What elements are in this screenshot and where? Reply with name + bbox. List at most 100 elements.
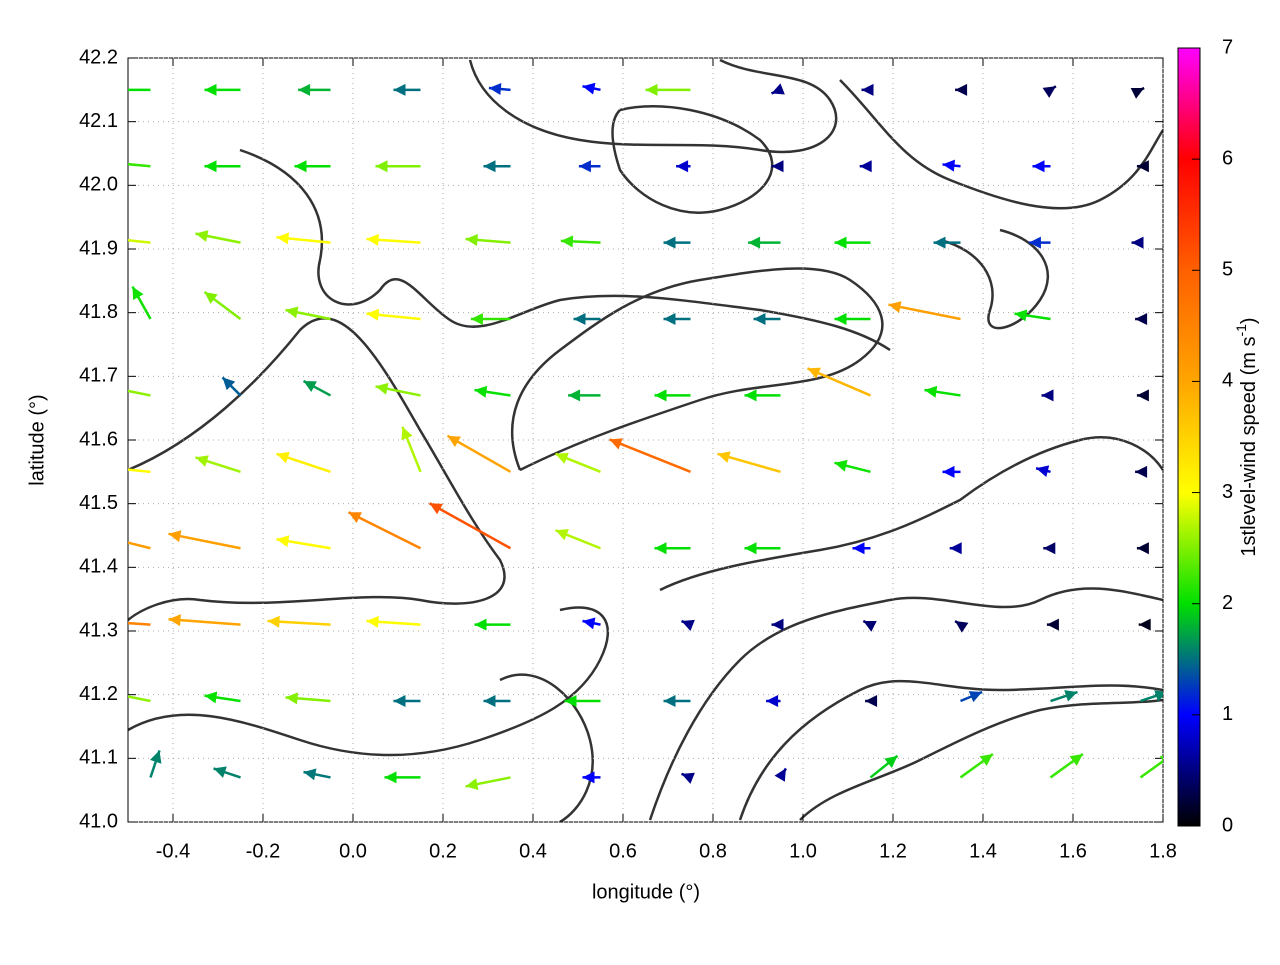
wind-vector <box>204 83 241 96</box>
vector-head <box>753 313 766 326</box>
vector-head <box>979 754 993 766</box>
vector-head <box>1014 309 1028 322</box>
x-tick-label: 0.0 <box>339 840 367 862</box>
vector-head <box>568 389 581 402</box>
x-tick-label: 1.0 <box>789 840 817 862</box>
vector-head <box>401 426 413 441</box>
vector-head <box>213 766 227 778</box>
wind-vector <box>465 234 511 246</box>
vector-head <box>555 529 569 541</box>
wind-vector <box>384 771 421 784</box>
vector-head <box>285 306 299 319</box>
contour <box>738 679 1163 821</box>
wind-vector <box>555 529 601 550</box>
wind-vector <box>366 615 421 628</box>
vector-head <box>393 695 406 708</box>
vector-head <box>888 301 902 313</box>
vector-head <box>1136 160 1149 173</box>
contour <box>799 698 1163 821</box>
wind-vector <box>1136 160 1149 173</box>
vector-head <box>483 695 496 708</box>
vector-head <box>663 236 676 249</box>
wind-vector <box>1043 542 1056 555</box>
vector-shaft <box>128 162 151 168</box>
vector-head <box>771 618 784 631</box>
wind-vector <box>428 502 512 550</box>
colorbar-tick-label: 1 <box>1222 703 1233 725</box>
vector-head <box>168 614 181 627</box>
wind-vector <box>375 382 421 397</box>
wind-vector <box>578 160 601 173</box>
wind-vector <box>959 753 994 779</box>
wind-vector <box>128 468 151 474</box>
contour <box>939 228 1050 330</box>
wind-vector <box>766 695 781 708</box>
vector-head <box>942 159 956 172</box>
wind-vector <box>131 286 152 320</box>
vector-head <box>470 313 483 326</box>
wind-vector <box>960 690 983 703</box>
wind-vector <box>771 83 785 95</box>
y-tick-label: 41.3 <box>79 619 118 641</box>
vector-shaft <box>128 389 151 397</box>
wind-vector <box>1014 309 1051 322</box>
vector-head <box>111 158 123 170</box>
vector-head <box>276 232 290 245</box>
y-tick-label: 41.9 <box>79 237 118 259</box>
colorbar-tick-label: 4 <box>1222 370 1233 392</box>
wind-vector <box>195 230 241 244</box>
wind-vector <box>393 83 421 96</box>
vector-head <box>1154 690 1163 702</box>
wind-vector <box>748 236 781 249</box>
wind-vector <box>859 160 872 173</box>
wind-vector <box>654 542 691 555</box>
vector-head <box>429 503 443 515</box>
vector-head <box>366 233 379 246</box>
wind-vector <box>676 160 691 173</box>
wind-vector <box>663 236 691 249</box>
vector-head <box>663 695 676 708</box>
wind-vector <box>834 236 871 249</box>
colorbar-tick-label: 5 <box>1222 259 1233 281</box>
wind-vector <box>1042 85 1057 98</box>
vector-head <box>578 160 591 173</box>
wind-vector <box>555 452 601 473</box>
vector-head <box>115 84 127 96</box>
vector-head <box>294 160 307 173</box>
wind-vector <box>221 376 242 397</box>
vector-head <box>1159 755 1163 761</box>
wind-vector <box>609 438 691 473</box>
vector-head <box>555 452 569 464</box>
wind-vector <box>294 160 331 173</box>
vector-head <box>933 236 946 249</box>
vector-shaft <box>609 438 691 473</box>
vector-shaft <box>1139 759 1163 779</box>
wind-vector <box>1131 236 1144 249</box>
wind-vector <box>474 618 511 631</box>
y-tick-label: 41.6 <box>79 428 118 450</box>
wind-vector <box>347 511 422 550</box>
vector-head <box>924 385 938 398</box>
vector-head <box>1041 389 1054 402</box>
vector-head <box>366 615 379 628</box>
wind-vector <box>1046 618 1059 631</box>
wind-vector <box>862 619 877 632</box>
wind-vector <box>1138 618 1151 631</box>
x-tick-label: -0.4 <box>156 840 190 862</box>
vector-head <box>465 234 478 246</box>
vector-head <box>384 771 397 784</box>
contour <box>839 79 1163 210</box>
wind-vector <box>375 160 421 173</box>
vector-head <box>654 389 667 402</box>
vector-head <box>748 236 761 249</box>
vector-head <box>474 618 487 631</box>
vector-head <box>807 367 821 379</box>
wind-vector <box>834 459 871 474</box>
wind-vector <box>861 83 874 96</box>
vector-head <box>348 512 362 523</box>
colorbar <box>1177 47 1201 827</box>
colorbar-label-superscript: -1 <box>1233 324 1249 337</box>
vector-head <box>884 755 898 769</box>
vector-head <box>582 617 596 630</box>
wind-vector <box>1136 389 1149 402</box>
